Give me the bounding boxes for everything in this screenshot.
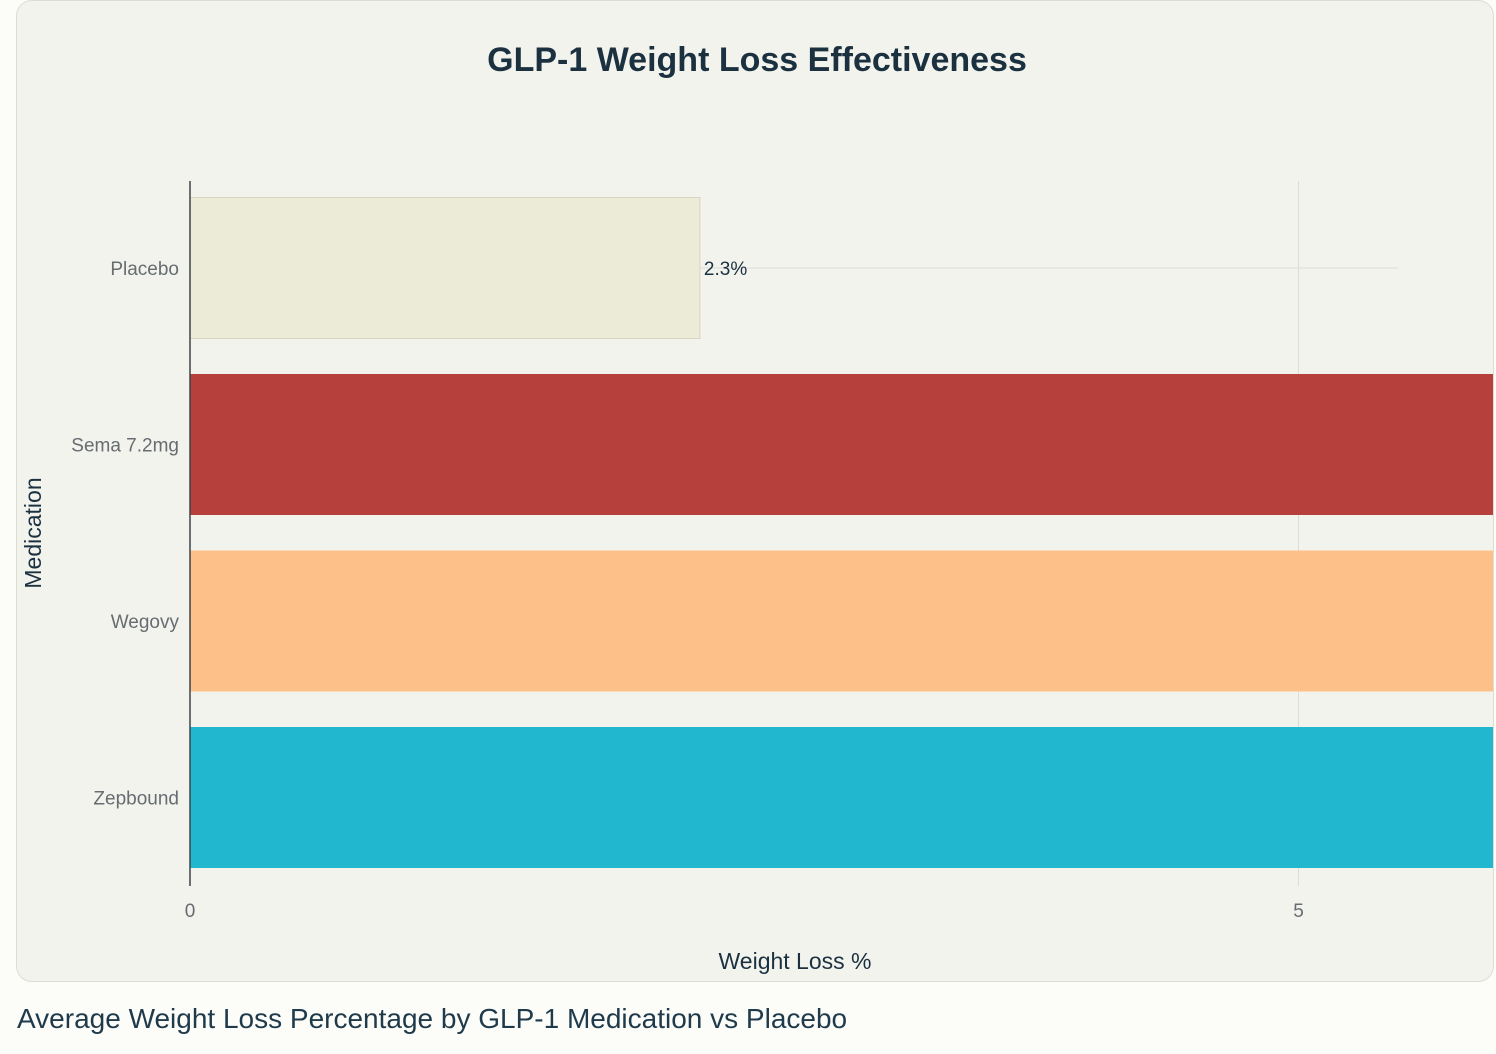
y-tick-label: Sema 7.2mg <box>71 436 179 457</box>
y-tick-label: Wegovy <box>111 612 180 633</box>
x-axis-title: Weight Loss % <box>719 948 872 974</box>
chart-svg: 2.3%20.7%13.7%20.2% 05101520PlaceboSema … <box>20 41 1493 974</box>
y-tick-label: Placebo <box>110 259 179 280</box>
bar-layer: 2.3%20.7%13.7%20.2% <box>189 197 1493 868</box>
bar-placebo <box>189 197 701 339</box>
bar-sema-7-2mg <box>190 374 1493 515</box>
chart-card: 2.3%20.7%13.7%20.2% 05101520PlaceboSema … <box>16 0 1494 982</box>
bar-zepbound <box>190 727 1493 868</box>
bar-wegovy <box>190 550 1493 692</box>
y-tick-label: Zepbound <box>93 789 179 810</box>
y-axis-title: Medication <box>20 477 46 588</box>
chart-caption: Average Weight Loss Percentage by GLP-1 … <box>17 1003 848 1034</box>
x-tick-label: 5 <box>1293 901 1304 922</box>
chart-title: GLP-1 Weight Loss Effectiveness <box>487 41 1027 79</box>
bar-value-label: 2.3% <box>704 259 747 280</box>
x-tick-label: 0 <box>185 901 196 922</box>
